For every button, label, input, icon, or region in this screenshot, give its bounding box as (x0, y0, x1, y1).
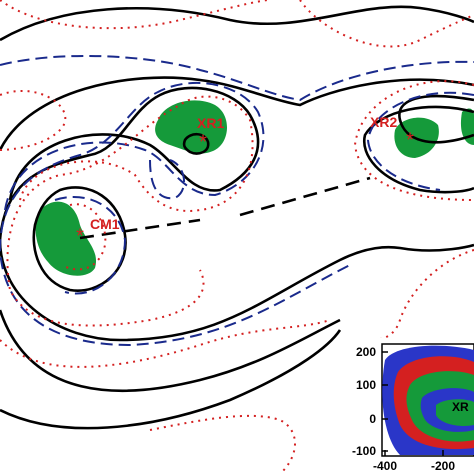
inset-y-tick-label: 100 (356, 378, 376, 392)
contour (149, 159, 185, 200)
contour (32, 186, 127, 292)
marker-label: CM1 (90, 216, 120, 232)
contour (54, 195, 127, 295)
inset-frame (381, 343, 474, 457)
inset-x-tick-label: -200 (431, 459, 455, 473)
contour (353, 80, 474, 201)
dashed-contours (0, 54, 474, 347)
contour (366, 91, 474, 191)
contour (0, 309, 341, 392)
contour (0, 329, 342, 430)
solid-contours (0, 5, 474, 430)
star-marker: * (406, 129, 414, 151)
inset-ring (436, 399, 474, 426)
green-region (35, 201, 97, 276)
inset-y-tick-label: 200 (356, 345, 376, 359)
inset-x-ticks: -400 -200 (373, 450, 455, 473)
star-marker: * (76, 225, 84, 247)
contour (6, 95, 254, 327)
contour (0, 5, 474, 42)
markers: * * * CM1 XR1 XR2 (76, 114, 414, 247)
contour (362, 105, 474, 194)
marker-label: XR1 (197, 115, 224, 131)
inset-y-tick-label: 0 (369, 412, 376, 426)
inset: XR 200 100 0 -100 -400 -200 (342, 338, 474, 474)
contour (0, 0, 271, 30)
contour (0, 76, 474, 151)
inset-y-tick-label: -100 (352, 444, 376, 458)
star-marker: * (199, 131, 207, 153)
green-region (155, 100, 228, 154)
contour (0, 81, 351, 347)
contour (182, 132, 210, 155)
marker-label: XR2 (370, 114, 397, 130)
inset-label: XR (452, 400, 469, 414)
contour (299, 0, 474, 48)
inset-x-tick-label: -400 (373, 459, 397, 473)
contour (398, 94, 474, 144)
inset-y-ticks: 200 100 0 -100 (352, 345, 388, 458)
contour (0, 54, 474, 102)
connector-line (79, 176, 371, 240)
contour (149, 414, 296, 474)
